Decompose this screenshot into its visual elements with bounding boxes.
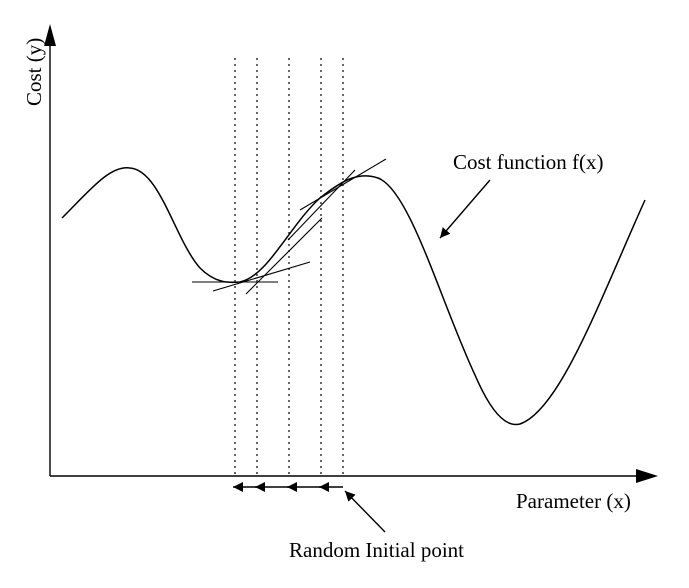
tangent-line [245, 217, 323, 295]
initial-point-label: Random Initial point [289, 538, 464, 562]
initial-point-pointer [344, 490, 386, 533]
y-axis-arrowhead [44, 24, 56, 46]
tangent-lines [192, 158, 387, 295]
y-axis-label: Cost (y) [22, 38, 46, 106]
x-axis-label: Parameter (x) [516, 489, 631, 513]
step-guides [234, 58, 344, 474]
cost-function-pointer [439, 179, 491, 239]
cost-function-label: Cost function f(x) [453, 150, 603, 174]
x-axis-arrowhead [636, 469, 658, 483]
tangent-line [212, 261, 311, 292]
axes [44, 24, 658, 483]
tangent-line [299, 158, 387, 211]
tangent-line [287, 169, 356, 241]
cost-function-curve [61, 167, 646, 426]
